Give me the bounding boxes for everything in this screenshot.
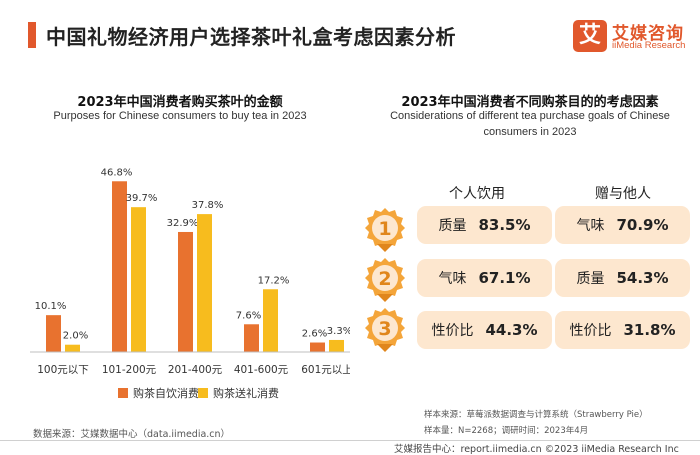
data-label-self-3: 7.6% — [236, 310, 261, 321]
factor-name: 质量 — [576, 271, 605, 287]
factor-value: 31.8% — [623, 321, 676, 339]
factor-value: 44.3% — [485, 321, 538, 339]
data-label-gift-4: 3.3% — [327, 326, 350, 337]
bar-self-1 — [112, 181, 127, 352]
page-title: 中国礼物经济用户选择茶叶礼盒考虑因素分析 — [46, 25, 456, 49]
data-label-self-0: 10.1% — [35, 301, 67, 312]
data-label-gift-2: 37.8% — [192, 200, 224, 211]
factor-name: 性价比 — [569, 323, 612, 339]
legend-item-self: 购茶自饮消费 — [118, 385, 199, 401]
column-header-self: 个人饮用 — [449, 186, 505, 202]
x-tick-label-1: 101-200元 — [102, 364, 157, 376]
sample-size-note: 样本量：N=2268；调研时间：2023年4月 — [424, 426, 589, 436]
left-chart-subtitle: Purposes for Chinese consumers to buy te… — [53, 110, 307, 122]
x-tick-label-0: 100元以下 — [37, 364, 89, 376]
legend-item-gift: 购茶送礼消费 — [198, 385, 279, 401]
bar-gift-3 — [263, 289, 278, 352]
bar-self-4 — [310, 342, 325, 352]
factor-cell-gift-rank-2: 质量 54.3% — [555, 259, 690, 297]
legend-label-self: 购茶自饮消费 — [133, 387, 199, 400]
data-source-note: 数据来源：艾媒数据中心（data.iimedia.cn） — [33, 429, 231, 440]
data-label-self-4: 2.6% — [302, 329, 327, 340]
left-chart-title: 2023年中国消费者购买茶叶的金额 — [77, 95, 283, 110]
factor-cell-self-rank-1: 质量 83.5% — [417, 206, 552, 244]
column-header-gift: 赠与他人 — [595, 186, 651, 202]
legend-swatch-self — [118, 388, 128, 398]
rank-1-number: 1 — [378, 218, 391, 240]
footer-copyright: 艾媒报告中心：report.iimedia.cn ©2023 iiMedia R… — [394, 444, 679, 455]
sample-source-note: 样本来源：草莓派数据调查与计算系统（Strawberry Pie） — [424, 410, 648, 420]
bar-self-2 — [178, 231, 193, 352]
brand-logo-name: 艾媒咨询 — [612, 24, 684, 44]
rank-1-medal-icon: 1 — [365, 208, 405, 252]
right-panel-title: 2023年中国消费者不同购茶目的的考虑因素 — [401, 95, 659, 110]
bar-self-3 — [244, 324, 259, 352]
rank-3-medal-icon: 3 — [365, 308, 405, 352]
factor-cell-self-rank-3: 性价比 44.3% — [417, 311, 552, 349]
x-tick-label-2: 201-400元 — [168, 364, 223, 376]
data-label-gift-1: 39.7% — [126, 193, 158, 204]
x-tick-label-3: 401-600元 — [234, 364, 289, 376]
legend-label-gift: 购茶送礼消费 — [213, 387, 279, 400]
factor-value: 67.1% — [478, 269, 531, 287]
x-tick-label-4: 601元以上 — [301, 364, 350, 376]
purchase-amount-bar-chart: 10.1% 2.0% 100元以下 46.8% 39.7% 101-200元 32.9% 37… — [30, 167, 350, 376]
factor-cell-self-rank-2: 气味 67.1% — [417, 259, 552, 297]
rank-3-number: 3 — [378, 318, 391, 340]
factor-name: 质量 — [438, 218, 467, 234]
rank-2-medal-icon: 2 — [365, 258, 405, 302]
factor-value: 83.5% — [478, 216, 531, 234]
factor-name: 气味 — [438, 271, 467, 287]
data-label-gift-3: 17.2% — [258, 275, 290, 286]
factor-cell-gift-rank-3: 性价比 31.8% — [555, 311, 690, 349]
data-label-self-1: 46.8% — [101, 167, 133, 178]
data-label-gift-0: 2.0% — [63, 331, 88, 342]
bar-gift-2 — [197, 214, 212, 352]
factor-name: 性价比 — [431, 323, 474, 339]
factor-cell-gift-rank-1: 气味 70.9% — [555, 206, 690, 244]
title-accent-bar — [28, 22, 36, 48]
right-panel-subtitle-line2: consumers in 2023 — [483, 126, 577, 138]
legend-swatch-gift — [198, 388, 208, 398]
right-panel-subtitle-line1: Considerations of different tea purchase… — [390, 110, 670, 122]
factor-name: 气味 — [576, 218, 605, 234]
bar-gift-0 — [65, 344, 80, 352]
factor-value: 54.3% — [616, 269, 669, 287]
bar-self-0 — [46, 315, 61, 352]
footer-divider — [0, 440, 700, 441]
rank-2-number: 2 — [378, 268, 391, 290]
brand-logo-mark: 艾 — [573, 20, 607, 52]
bar-gift-4 — [329, 339, 344, 352]
factor-value: 70.9% — [616, 216, 669, 234]
brand-logo-english: iiMedia Research — [612, 40, 686, 51]
bar-gift-1 — [131, 207, 146, 352]
data-label-self-2: 32.9% — [167, 218, 199, 229]
